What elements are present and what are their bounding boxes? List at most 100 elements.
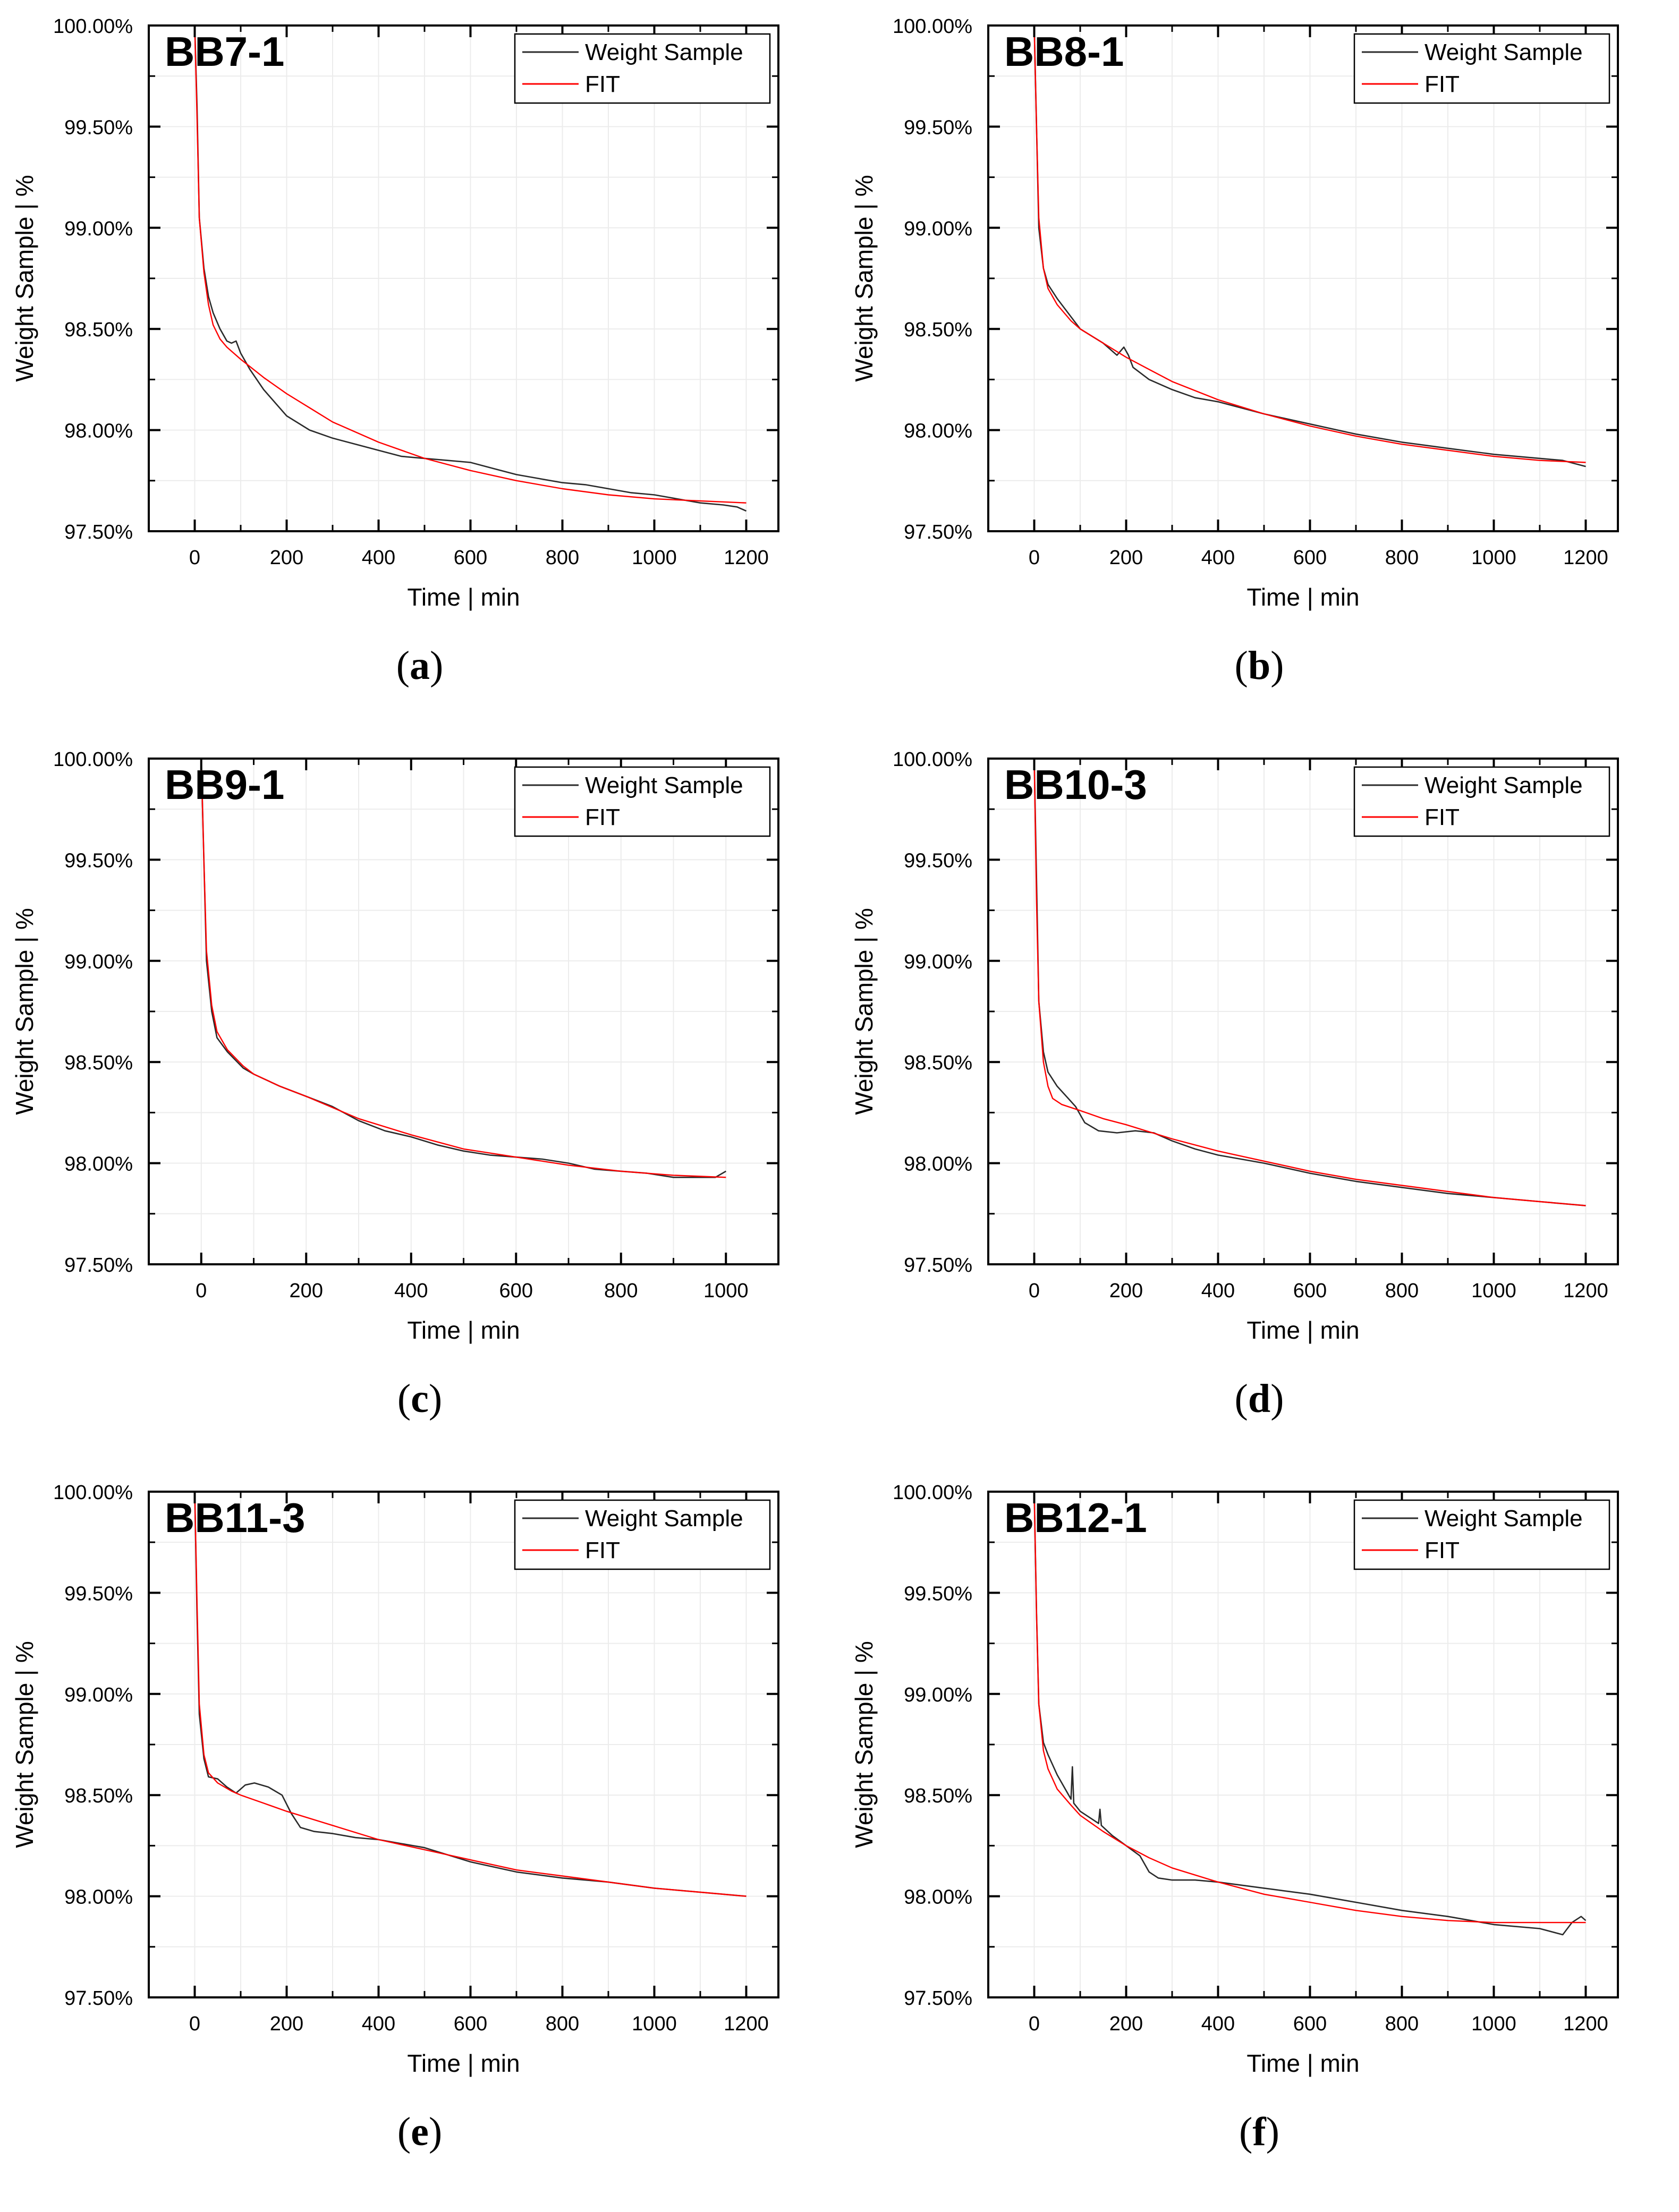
x-tick-label: 0 (189, 547, 200, 569)
x-tick-label: 400 (394, 1280, 428, 1302)
series-line-fit (194, 1491, 747, 1897)
x-tick-label: 1200 (724, 2013, 769, 2035)
legend-box (514, 1499, 771, 1570)
legend-label: Weight Sample (1424, 39, 1583, 65)
x-axis-title: Time | min (407, 1316, 520, 1344)
chart-d-svg: 97.50% 98.00% 98.50% 99.00% 99.50% 100.00% 0 20… (850, 748, 1619, 1344)
x-tick-label: 200 (270, 2013, 303, 2035)
y-tick-label: 99.50% (64, 1583, 133, 1605)
legend-label: Weight Sample (585, 1505, 743, 1532)
y-axis-title: Weight Sample | % (850, 1641, 878, 1848)
x-tick-label: 800 (1385, 2013, 1419, 2035)
x-tick-label: 1200 (1563, 547, 1608, 569)
y-tick-label: 100.00% (893, 748, 972, 771)
series-line-fit (1033, 25, 1586, 463)
y-tick-label: 97.50% (904, 1987, 972, 2010)
y-tick-label: 99.50% (904, 849, 972, 872)
x-tick-label: 400 (362, 2013, 395, 2035)
x-tick-label: 200 (290, 1280, 323, 1302)
x-tick-label: 600 (499, 1280, 533, 1302)
y-tick-label: 98.00% (904, 420, 972, 443)
chart-panel-b: 97.50% 98.00% 98.50% 99.00% 99.50% 100.00% 0 20… (839, 0, 1679, 733)
x-tick-label: 1000 (1471, 2013, 1516, 2035)
panel-label-d: d (1248, 1376, 1271, 1421)
y-tick-label: 99.00% (904, 1684, 972, 1706)
x-tick-label: 600 (454, 2013, 487, 2035)
x-tick-label: 1000 (632, 547, 677, 569)
y-tick-label: 100.00% (53, 1482, 133, 1504)
legend-label: Weight Sample (1424, 772, 1583, 798)
x-tick-label: 0 (1029, 1280, 1040, 1302)
panel-label-b: b (1248, 643, 1271, 688)
legend-box (1353, 766, 1610, 837)
series-line-fit (194, 25, 747, 504)
legend: Weight Sample FIT (514, 766, 771, 837)
x-tick-label: 0 (196, 1280, 207, 1302)
y-tick-label: 98.00% (904, 1153, 972, 1176)
y-tick-label: 98.50% (904, 1785, 972, 1807)
y-tick-label: 99.00% (64, 951, 133, 973)
legend-box (514, 33, 771, 104)
y-tick-label: 99.50% (64, 849, 133, 872)
y-tick-label: 99.00% (64, 1684, 133, 1706)
y-tick-label: 100.00% (53, 748, 133, 771)
x-tick-label: 600 (454, 547, 487, 569)
x-tick-label: 1200 (724, 547, 769, 569)
y-axis-title: Weight Sample | % (11, 1641, 38, 1848)
panel-label-c: c (411, 1376, 429, 1421)
chart-panel-f: 97.50% 98.00% 98.50% 99.00% 99.50% 100.00% 0 20… (839, 1466, 1679, 2199)
x-axis-title: Time | min (407, 583, 520, 611)
x-tick-label: 1000 (632, 2013, 677, 2035)
panel-caption-e: (e) (397, 2109, 443, 2154)
panel-label-a: a (410, 643, 430, 688)
x-tick-label: 400 (362, 547, 395, 569)
series-line-weight-sample (194, 25, 747, 512)
chart-title: BB7-1 (165, 28, 284, 75)
x-tick-label: 200 (1109, 1280, 1143, 1302)
chart-c-svg: 97.50% 98.00% 98.50% 99.00% 99.50% 100.00% 0 20… (11, 748, 779, 1344)
x-tick-label: 0 (1029, 547, 1040, 569)
x-axis-title: Time | min (1246, 583, 1359, 611)
x-axis-title: Time | min (1246, 2049, 1359, 2077)
y-tick-label: 99.00% (64, 218, 133, 240)
legend-label: FIT (585, 71, 620, 97)
x-tick-label: 400 (1201, 547, 1235, 569)
y-tick-label: 100.00% (893, 1482, 972, 1504)
series-line-weight-sample (1033, 758, 1586, 1206)
panel-caption-d: (d) (1234, 1376, 1284, 1421)
panel-label-e: e (411, 2109, 429, 2154)
panel-caption-b: (b) (1234, 643, 1284, 688)
x-tick-label: 1000 (1471, 1280, 1516, 1302)
series-line-fit (1033, 758, 1586, 1206)
chart-b-svg: 97.50% 98.00% 98.50% 99.00% 99.50% 100.00% 0 20… (850, 15, 1619, 611)
x-tick-label: 1000 (703, 1280, 749, 1302)
y-tick-label: 99.00% (904, 218, 972, 240)
panel-caption-a: (a) (396, 643, 444, 688)
legend: Weight Sample FIT (514, 1499, 771, 1570)
y-axis-title: Weight Sample | % (850, 908, 878, 1115)
y-tick-label: 98.00% (64, 1153, 133, 1176)
chart-title: BB10-3 (1004, 761, 1147, 808)
chart-e-svg: 97.50% 98.00% 98.50% 99.00% 99.50% 100.00% 0 20… (11, 1482, 779, 2077)
x-tick-label: 0 (1029, 2013, 1040, 2035)
x-tick-label: 800 (546, 2013, 579, 2035)
x-tick-label: 800 (604, 1280, 638, 1302)
x-tick-label: 1000 (1471, 547, 1516, 569)
y-tick-label: 98.50% (64, 1052, 133, 1074)
legend-label: FIT (585, 804, 620, 830)
x-tick-label: 800 (546, 547, 579, 569)
legend-label: FIT (1424, 71, 1460, 97)
chart-panel-c: 97.50% 98.00% 98.50% 99.00% 99.50% 100.00% 0 20… (0, 733, 839, 1466)
x-tick-label: 1200 (1563, 2013, 1608, 2035)
y-axis-title: Weight Sample | % (850, 175, 878, 382)
series-line-weight-sample (194, 1491, 747, 1897)
y-tick-label: 99.00% (904, 951, 972, 973)
x-tick-label: 200 (270, 547, 303, 569)
y-tick-label: 97.50% (64, 1987, 133, 2010)
y-tick-label: 98.00% (904, 1886, 972, 1909)
chart-a-svg: 97.50% 98.00% 98.50% 99.00% 99.50% 100.00% 0 20… (11, 15, 779, 611)
legend-label: FIT (1424, 1537, 1460, 1563)
chart-title: BB9-1 (165, 761, 284, 808)
legend: Weight Sample FIT (514, 33, 771, 104)
